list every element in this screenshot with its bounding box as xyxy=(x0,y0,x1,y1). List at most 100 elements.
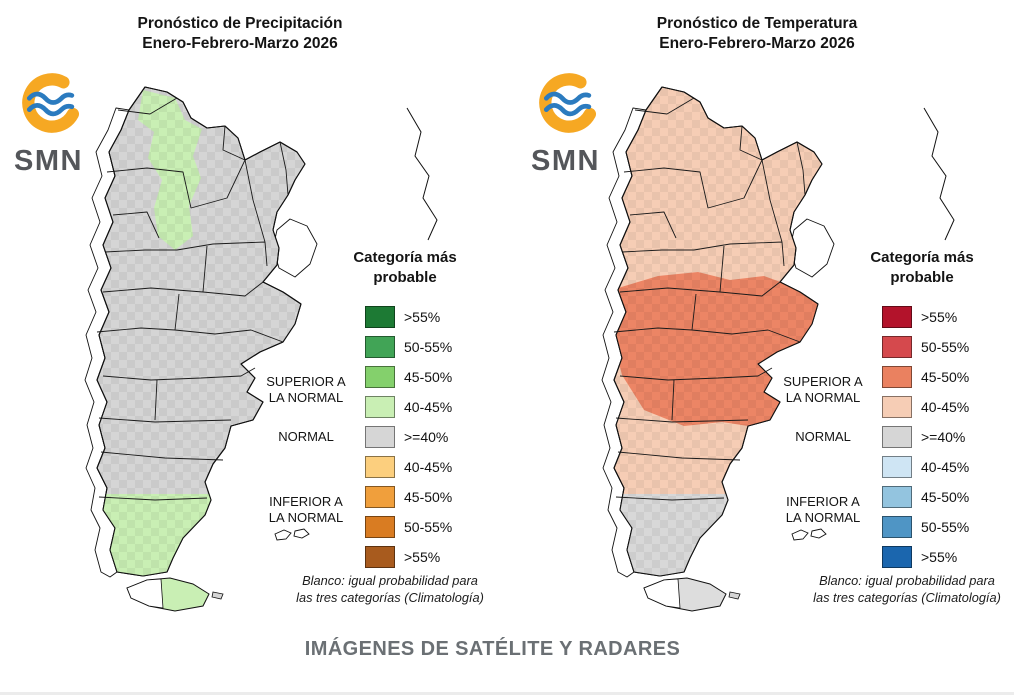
legend-swatch xyxy=(365,456,395,478)
malvinas-islands xyxy=(791,528,827,541)
legend-item: 40-45% xyxy=(365,456,452,478)
precipitation-forecast-panel[interactable]: Pronóstico de Precipitación Enero-Febrer… xyxy=(0,0,497,638)
legend-group-inferior: INFERIOR A LA NORMAL xyxy=(252,494,360,526)
province-borders xyxy=(96,97,289,501)
legend-group-normal: NORMAL xyxy=(795,429,851,444)
legend-group-superior-line1: SUPERIOR A xyxy=(783,374,863,389)
legend-swatch xyxy=(882,546,912,568)
legend-item-label: 50-55% xyxy=(921,339,970,355)
tierra-del-fuego-chile xyxy=(643,578,681,609)
legend-item: >55% xyxy=(882,306,969,328)
argentina-map-precipitation xyxy=(84,86,438,612)
satellite-radar-section-heading[interactable]: IMÁGENES DE SATÉLITE Y RADARES xyxy=(304,638,681,660)
legend-item: 40-45% xyxy=(882,396,969,418)
legend-item-label: 40-45% xyxy=(921,399,970,415)
legend-group-inferior-line2: LA NORMAL xyxy=(785,510,861,525)
legend-item: 50-55% xyxy=(365,516,452,538)
legend-swatch xyxy=(882,516,912,538)
isla-de-los-estados xyxy=(211,591,224,600)
legend-footnote-line1: Blanco: igual probabilidad para xyxy=(302,573,478,588)
legend-group-normal: NORMAL xyxy=(278,429,334,444)
legend-item-label: >=40% xyxy=(404,429,449,445)
legend-swatch xyxy=(365,516,395,538)
legend-item-label: 45-50% xyxy=(404,369,453,385)
legend-swatch xyxy=(365,366,395,388)
legend-group-inferior-line2: LA NORMAL xyxy=(268,510,344,525)
legend-item: 45-50% xyxy=(365,486,452,508)
legend-item-label: 40-45% xyxy=(404,459,453,475)
legend-item-label: >55% xyxy=(921,309,958,325)
smn-logo-icon xyxy=(539,73,599,133)
legend-item: >=40% xyxy=(365,426,452,448)
legend-group-inferior: INFERIOR A LA NORMAL xyxy=(769,494,877,526)
isla-de-los-estados xyxy=(728,591,741,600)
precipitation-title: Pronóstico de Precipitación Enero-Febrer… xyxy=(40,14,440,54)
legend-swatch xyxy=(365,546,395,568)
legend-heading: Categoría más probable xyxy=(340,248,470,288)
legend: >55% 50-55% 45-50% 40-45% >=40% 40-45% 4… xyxy=(365,306,452,568)
legend-swatch xyxy=(882,456,912,478)
atlantic-coastline xyxy=(923,107,955,241)
legend: >55% 50-55% 45-50% 40-45% >=40% 40-45% 4… xyxy=(882,306,969,568)
legend-group-superior-line1: SUPERIOR A xyxy=(266,374,346,389)
atlantic-coastline xyxy=(406,107,438,241)
province-borders xyxy=(613,97,806,501)
legend-swatch xyxy=(882,426,912,448)
legend-group-superior-line2: LA NORMAL xyxy=(785,390,861,405)
legend-heading-line1: Categoría más xyxy=(870,249,974,266)
legend-item-label: 50-55% xyxy=(404,339,453,355)
smn-logo: SMN xyxy=(14,68,104,178)
wave-icon xyxy=(543,91,592,105)
legend-group-superior: SUPERIOR A LA NORMAL xyxy=(769,374,877,406)
argentina-border-stroke xyxy=(96,86,306,577)
argentina-map-temperature xyxy=(601,86,955,612)
wave-icon xyxy=(26,91,75,105)
legend-item: 45-50% xyxy=(882,486,969,508)
legend-item: >55% xyxy=(882,546,969,568)
legend-item: 45-50% xyxy=(365,366,452,388)
legend-group-superior-line2: LA NORMAL xyxy=(268,390,344,405)
temperature-forecast-panel[interactable]: Pronóstico de Temperatura Enero-Febrero-… xyxy=(517,0,1014,638)
legend-footnote: Blanco: igual probabilidad para las tres… xyxy=(268,572,512,606)
legend-item-label: 45-50% xyxy=(404,489,453,505)
legend-footnote-line2: las tres categorías (Climatología) xyxy=(296,590,484,605)
legend-item-label: >=40% xyxy=(921,429,966,445)
legend-item-label: 40-45% xyxy=(404,399,453,415)
legend-swatch xyxy=(882,336,912,358)
legend-item: 50-55% xyxy=(882,336,969,358)
legend-footnote-line2: las tres categorías (Climatología) xyxy=(813,590,1001,605)
temperature-title-line1: Pronóstico de Temperatura xyxy=(656,15,858,32)
legend-group-inferior-line1: INFERIOR A xyxy=(786,494,860,509)
wave-icon xyxy=(543,103,592,117)
legend-footnote-line1: Blanco: igual probabilidad para xyxy=(819,573,995,588)
legend-item: 40-45% xyxy=(882,456,969,478)
smn-logo: SMN xyxy=(531,68,621,178)
smn-logo-text: SMN xyxy=(14,145,83,177)
legend-item-label: 45-50% xyxy=(921,369,970,385)
legend-item-label: 45-50% xyxy=(921,489,970,505)
legend-group-inferior-line1: INFERIOR A xyxy=(269,494,343,509)
legend-swatch xyxy=(365,396,395,418)
argentina-border-stroke xyxy=(613,86,823,577)
legend-footnote: Blanco: igual probabilidad para las tres… xyxy=(785,572,1014,606)
precipitation-title-line1: Pronóstico de Precipitación xyxy=(137,15,343,32)
legend-item: 50-55% xyxy=(365,336,452,358)
legend-heading: Categoría más probable xyxy=(857,248,987,288)
legend-item: 40-45% xyxy=(365,396,452,418)
legend-item: >55% xyxy=(365,306,452,328)
legend-item-label: 50-55% xyxy=(404,519,453,535)
legend-swatch xyxy=(882,306,912,328)
legend-swatch xyxy=(882,366,912,388)
legend-item: >55% xyxy=(365,546,452,568)
page-bottom-edge xyxy=(0,692,1014,695)
smn-logo-icon xyxy=(22,73,82,133)
legend-swatch xyxy=(365,426,395,448)
legend-heading-line1: Categoría más xyxy=(353,249,457,266)
legend-swatch xyxy=(882,396,912,418)
legend-group-superior: SUPERIOR A LA NORMAL xyxy=(252,374,360,406)
smn-logo-text: SMN xyxy=(531,145,600,177)
legend-swatch xyxy=(365,336,395,358)
legend-item: 45-50% xyxy=(882,366,969,388)
legend-item: 50-55% xyxy=(882,516,969,538)
